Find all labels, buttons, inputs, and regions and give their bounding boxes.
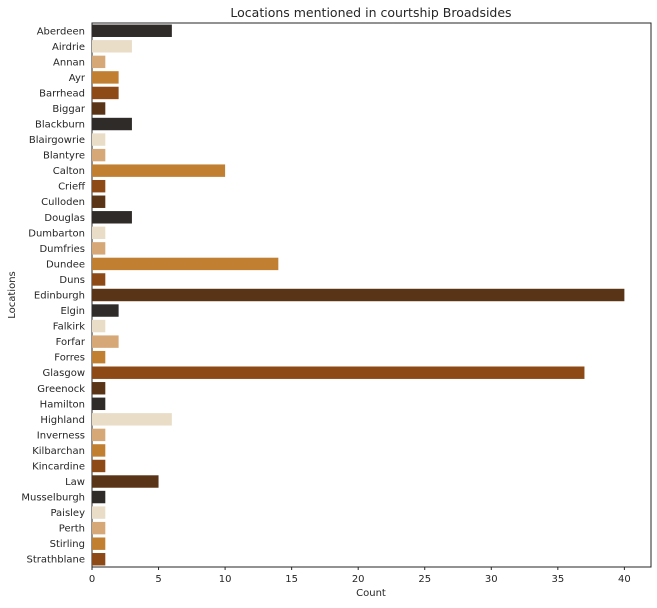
y-tick-label: Biggar: [52, 104, 85, 115]
bar-elgin: [92, 304, 119, 317]
bar-law: [92, 475, 159, 488]
y-tick-label: Aberdeen: [37, 26, 85, 37]
bar-kilbarchan: [92, 444, 106, 457]
bar-strathblane: [92, 553, 106, 566]
y-tick-label: Hamilton: [40, 399, 85, 410]
y-tick-label: Airdrie: [52, 42, 85, 53]
x-axis-label: Count: [356, 588, 386, 599]
y-tick-label: Law: [65, 477, 85, 488]
bar-dumfries: [92, 242, 106, 255]
x-tick-label: 15: [285, 574, 298, 585]
bar-greenock: [92, 382, 106, 395]
bar-edinburgh: [92, 288, 625, 302]
bar-hamilton: [92, 397, 106, 411]
bar-blairgowrie: [92, 133, 106, 146]
y-tick-label: Dumfries: [39, 244, 85, 255]
y-tick-label: Forfar: [56, 337, 86, 348]
y-tick-label: Paisley: [50, 508, 85, 519]
bar-calton: [92, 164, 226, 177]
bar-crieff: [92, 179, 106, 193]
y-tick-label: Forres: [54, 353, 85, 364]
bar-biggar: [92, 102, 106, 115]
y-tick-label: Strathblane: [26, 555, 85, 566]
bar-dundee: [92, 257, 279, 271]
bar-forres: [92, 350, 106, 364]
bar-aberdeen: [92, 24, 172, 37]
bar-culloden: [92, 195, 106, 208]
bar-inverness: [92, 428, 106, 442]
y-tick-label: Inverness: [37, 430, 85, 441]
bar-glasgow: [92, 366, 585, 379]
y-tick-label: Barrhead: [39, 88, 85, 99]
y-tick-label: Stirling: [50, 539, 85, 550]
y-tick-label: Blairgowrie: [29, 135, 85, 146]
bar-stirling: [92, 537, 106, 550]
y-tick-label: Kincardine: [32, 461, 85, 472]
y-tick-label: Highland: [40, 415, 85, 426]
x-tick-label: 10: [219, 574, 232, 585]
bar-musselburgh: [92, 490, 106, 504]
y-tick-label: Calton: [53, 166, 85, 177]
y-axis-label: Locations: [7, 271, 18, 319]
x-tick-label: 30: [485, 574, 498, 585]
x-tick-label: 5: [155, 574, 161, 585]
bar-kincardine: [92, 459, 106, 473]
y-tick-label: Kilbarchan: [32, 446, 85, 457]
x-tick-label: 40: [618, 574, 631, 585]
y-tick-label: Glasgow: [42, 368, 85, 379]
bar-annan: [92, 55, 106, 69]
bar-blackburn: [92, 117, 132, 131]
y-tick-label: Edinburgh: [34, 291, 85, 302]
chart-title: Locations mentioned in courtship Broadsi…: [230, 5, 511, 20]
y-tick-label: Ayr: [69, 73, 86, 84]
y-tick-label: Duns: [59, 275, 85, 286]
y-tick-label: Dundee: [46, 259, 85, 270]
bar-paisley: [92, 506, 106, 519]
y-tick-label: Blackburn: [35, 120, 85, 131]
x-tick-label: 20: [352, 574, 365, 585]
x-tick-label: 25: [418, 574, 431, 585]
y-tick-label: Annan: [53, 57, 85, 68]
x-tick-label: 35: [551, 574, 564, 585]
bar-barrhead: [92, 86, 119, 100]
x-tick-label: 0: [89, 574, 95, 585]
y-tick-label: Blantyre: [43, 151, 85, 162]
y-tick-label: Culloden: [41, 197, 85, 208]
bar-douglas: [92, 211, 132, 224]
y-tick-label: Douglas: [44, 213, 85, 224]
bar-forfar: [92, 335, 119, 348]
bar-dumbarton: [92, 226, 106, 240]
y-tick-label: Musselburgh: [21, 493, 85, 504]
y-tick-label: Dumbarton: [28, 228, 85, 239]
bar-perth: [92, 521, 106, 535]
bar-ayr: [92, 71, 119, 84]
bar-blantyre: [92, 148, 106, 162]
y-tick-label: Greenock: [37, 384, 85, 395]
bar-highland: [92, 413, 172, 426]
y-tick-label: Falkirk: [53, 322, 85, 333]
bar-airdrie: [92, 40, 132, 53]
y-tick-label: Perth: [59, 524, 85, 535]
y-tick-label: Elgin: [60, 306, 85, 317]
y-tick-label: Crieff: [58, 182, 86, 193]
bar-duns: [92, 273, 106, 286]
bar-falkirk: [92, 319, 106, 333]
plot-area: Aberdeen Airdrie Annan Ayr Barrhead Biggar Bla…: [21, 22, 652, 585]
